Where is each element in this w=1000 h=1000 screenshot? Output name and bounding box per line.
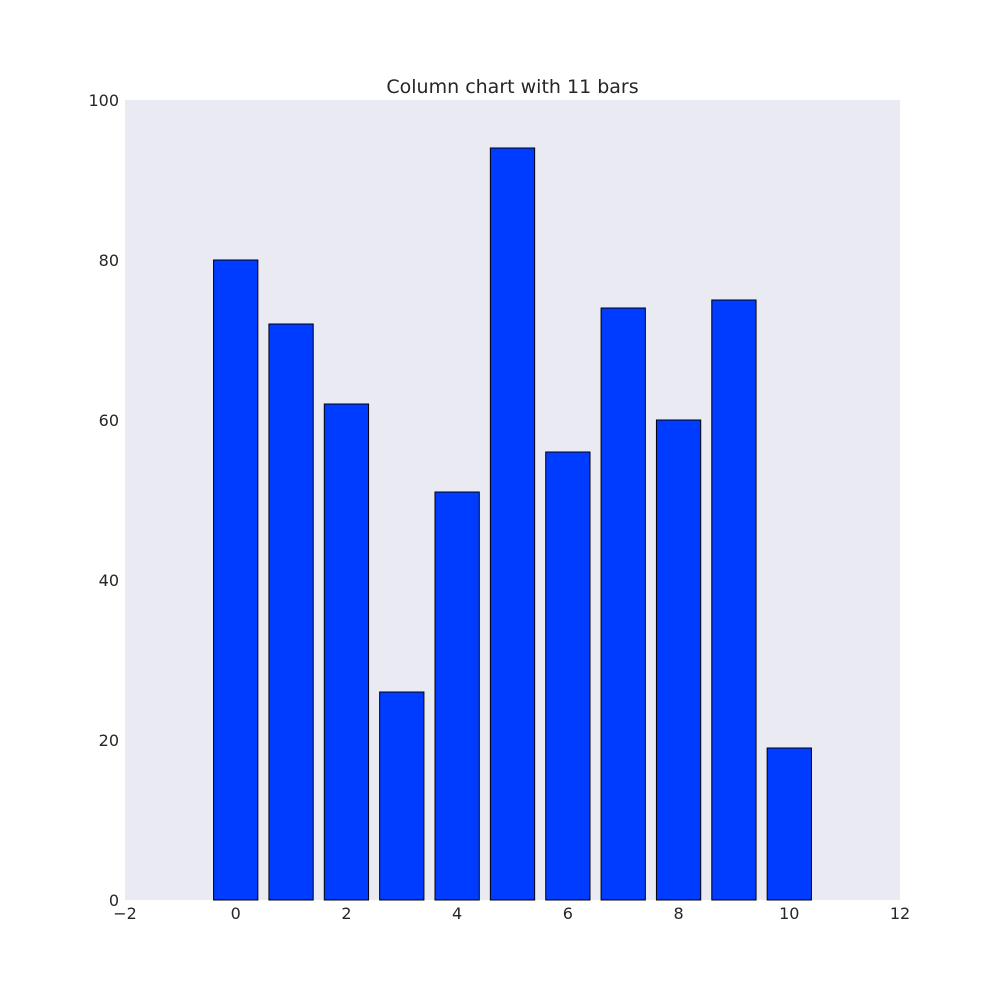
bar-1 xyxy=(268,323,314,901)
x-tick-label: 2 xyxy=(341,904,351,923)
x-tick-label: 10 xyxy=(779,904,799,923)
y-tick-label: 40 xyxy=(99,571,119,590)
y-axis-ticks: 0 20 40 60 80 100 xyxy=(88,91,119,910)
bar-8 xyxy=(655,419,702,901)
x-tick-label: −2 xyxy=(113,904,137,923)
y-tick-label: 60 xyxy=(99,411,119,430)
y-tick-label: 80 xyxy=(99,251,119,270)
bar-4 xyxy=(434,491,480,901)
bars-group xyxy=(213,147,812,901)
x-tick-label: 6 xyxy=(563,904,573,923)
y-tick-label: 100 xyxy=(88,91,119,110)
x-tick-label: 8 xyxy=(673,904,683,923)
x-axis-ticks: −2 0 2 4 6 8 10 12 xyxy=(113,904,910,923)
bar-7 xyxy=(600,307,646,901)
bar-6 xyxy=(545,451,591,901)
bar-0 xyxy=(213,259,259,901)
bar-10 xyxy=(766,747,812,901)
chart-title: Column chart with 11 bars xyxy=(386,76,638,98)
x-tick-label: 4 xyxy=(452,904,462,923)
bar-2 xyxy=(323,403,370,901)
x-tick-label: 12 xyxy=(890,904,910,923)
y-tick-label: 0 xyxy=(109,891,119,910)
x-tick-label: 0 xyxy=(231,904,241,923)
bar-3 xyxy=(379,691,425,901)
bar-5 xyxy=(489,147,536,901)
y-tick-label: 20 xyxy=(99,731,119,750)
bar-9 xyxy=(711,299,757,901)
